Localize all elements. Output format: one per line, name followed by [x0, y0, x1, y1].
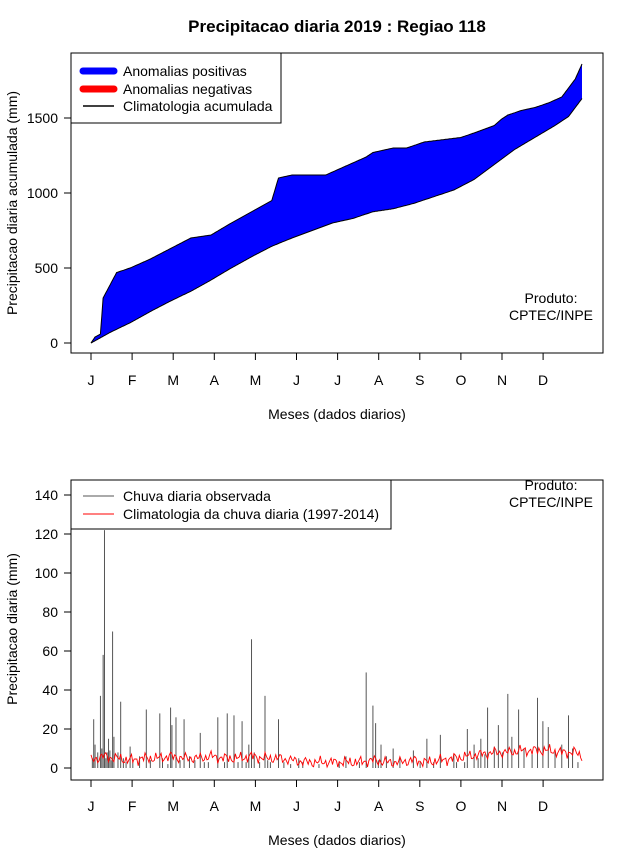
- bottom-legend: Chuva diaria observada Climatologia da c…: [70, 479, 392, 530]
- bottom-y-tick-label: 0: [50, 760, 58, 776]
- cumulative-chart: 0 500 1000 1500 J F M A M J J A S O N D Precipitacao d…: [4, 52, 604, 422]
- chart-title: Precipitacao diaria 2019 : Regiao 118: [188, 17, 486, 36]
- bottom-y-tick-label: 100: [35, 565, 59, 581]
- bottom-x-tick-label: A: [374, 798, 384, 814]
- bottom-y-tick-label: 80: [42, 604, 58, 620]
- top-y-axis-label: Precipitacao diaria acumulada (mm): [4, 91, 20, 315]
- top-x-tick-label: M: [250, 372, 262, 388]
- bottom-x-tick-label: M: [250, 798, 262, 814]
- top-x-tick-label: M: [167, 372, 179, 388]
- daily-climatology-line: [90, 744, 583, 769]
- top-credit-line1: Produto:: [525, 290, 578, 306]
- top-x-tick-label: O: [455, 372, 466, 388]
- bottom-y-axis: 0 20 40 60 80 100 120 140: [35, 487, 71, 776]
- legend-label-negative: Anomalias negativas: [123, 81, 252, 97]
- positive-anomaly-area: [91, 64, 582, 343]
- legend-label-daily-climatology: Climatologia da chuva diaria (1997-2014): [123, 506, 379, 522]
- bottom-y-tick-label: 60: [42, 643, 58, 659]
- bottom-credit-line2: CPTEC/INPE: [509, 494, 593, 510]
- top-x-tick-label: F: [128, 372, 137, 388]
- daily-observed-bars: [91, 530, 579, 768]
- top-x-tick-label: N: [497, 372, 507, 388]
- top-x-axis-label: Meses (dados diarios): [268, 406, 406, 422]
- bottom-x-tick-label: S: [415, 798, 424, 814]
- bottom-y-tick-label: 40: [42, 682, 58, 698]
- top-x-tick-label: J: [293, 372, 300, 388]
- bottom-x-tick-label: A: [210, 798, 220, 814]
- daily-chart: 0 20 40 60 80 100 120 140 J F M A M J J A S O N D Precipit…: [4, 477, 604, 848]
- top-y-tick-label: 1500: [27, 110, 58, 126]
- bottom-x-tick-label: D: [538, 798, 548, 814]
- bottom-x-tick-label: M: [167, 798, 179, 814]
- bottom-x-tick-label: O: [455, 798, 466, 814]
- legend-label-observed: Chuva diaria observada: [123, 488, 271, 504]
- top-x-tick-label: S: [415, 372, 424, 388]
- top-y-axis: 0 500 1000 1500: [27, 110, 71, 351]
- top-y-tick-label: 0: [50, 335, 58, 351]
- bottom-y-tick-label: 20: [42, 721, 58, 737]
- legend-label-positive: Anomalias positivas: [123, 63, 247, 79]
- bottom-y-tick-label: 120: [35, 526, 59, 542]
- top-x-tick-label: A: [210, 372, 220, 388]
- observed-cumulative-line: [90, 63, 583, 344]
- top-x-tick-label: J: [88, 372, 95, 388]
- top-x-tick-label: A: [374, 372, 384, 388]
- bottom-x-tick-label: J: [293, 798, 300, 814]
- top-y-tick-label: 1000: [27, 185, 58, 201]
- climatology-cumulative-line: [90, 98, 583, 344]
- top-y-tick-label: 500: [35, 260, 59, 276]
- top-x-tick-label: D: [538, 372, 548, 388]
- bottom-x-tick-label: F: [128, 798, 137, 814]
- bottom-credit-line1: Produto:: [525, 477, 578, 493]
- bottom-y-axis-label: Precipitacao diaria (mm): [4, 553, 20, 705]
- bottom-x-tick-label: N: [497, 798, 507, 814]
- top-legend: Anomalias positivas Anomalias negativas …: [70, 52, 282, 124]
- bottom-x-axis-label: Meses (dados diarios): [268, 832, 406, 848]
- bottom-y-tick-label: 140: [35, 487, 59, 503]
- top-credit-line2: CPTEC/INPE: [509, 307, 593, 323]
- legend-label-climatology: Climatologia acumulada: [123, 98, 273, 114]
- bottom-x-tick-label: J: [88, 798, 95, 814]
- bottom-x-tick-label: J: [334, 798, 341, 814]
- top-x-tick-label: J: [334, 372, 341, 388]
